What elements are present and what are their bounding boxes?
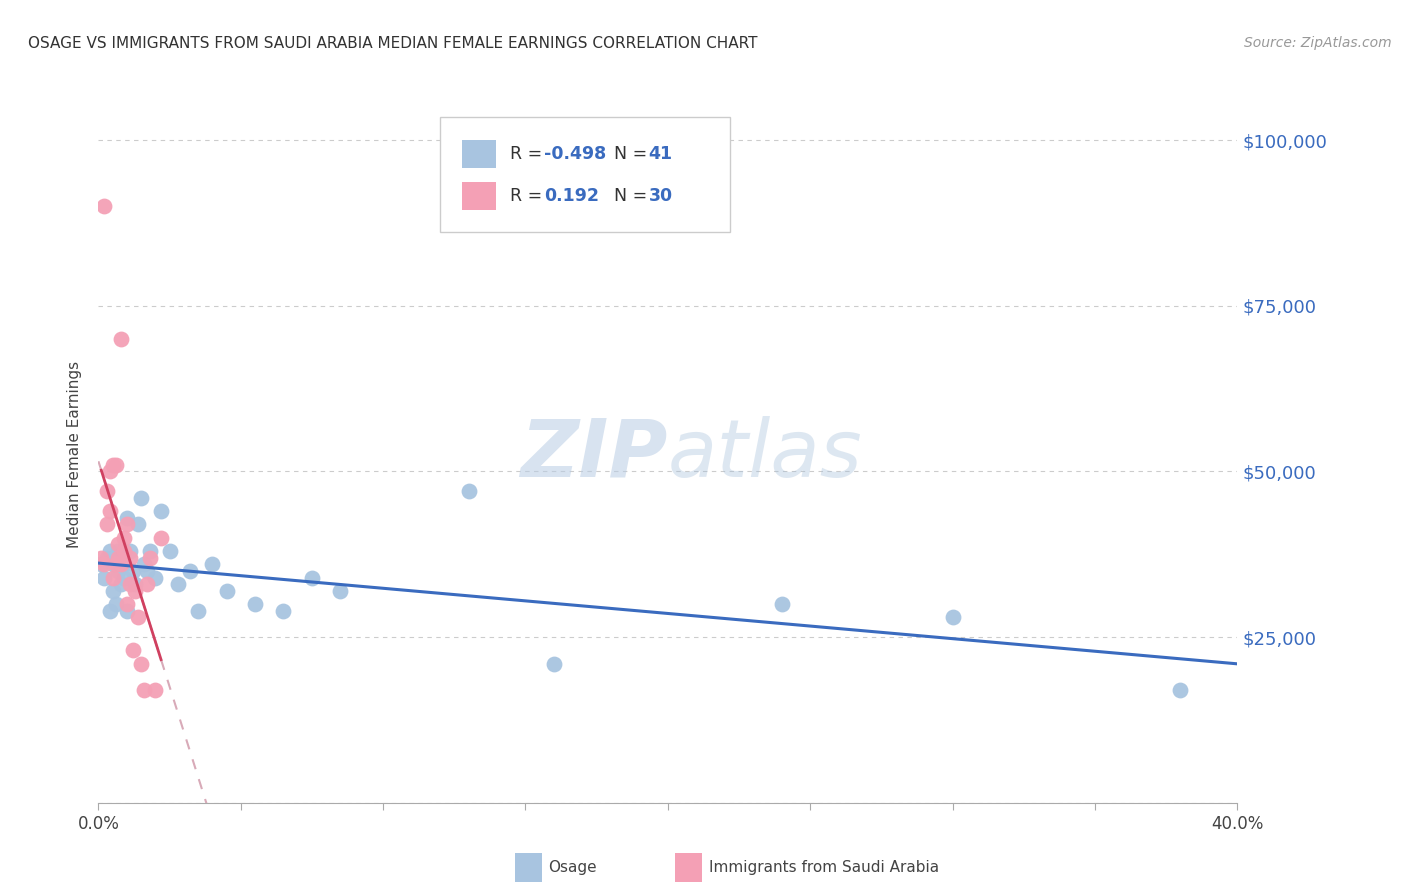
Point <box>179 564 201 578</box>
Point <box>93 558 115 572</box>
Point <box>150 504 173 518</box>
Point <box>150 531 173 545</box>
Point <box>93 199 115 213</box>
Point <box>115 597 138 611</box>
Point <box>112 558 135 572</box>
FancyBboxPatch shape <box>440 118 731 232</box>
Point <box>159 544 181 558</box>
Bar <box>461 182 496 210</box>
Point <box>543 657 565 671</box>
Point <box>124 577 146 591</box>
Point <box>104 597 127 611</box>
Point <box>215 583 238 598</box>
Point <box>107 544 129 558</box>
Point <box>329 583 352 598</box>
Point <box>201 558 224 572</box>
Point <box>101 458 124 472</box>
Text: 41: 41 <box>648 145 672 163</box>
Bar <box>515 854 543 881</box>
Point <box>90 558 112 572</box>
Point <box>90 550 112 565</box>
Point <box>93 570 115 584</box>
Point <box>101 583 124 598</box>
Point <box>243 597 266 611</box>
Point <box>118 577 141 591</box>
Point <box>118 550 141 565</box>
Point <box>121 643 143 657</box>
Text: R =: R = <box>509 145 547 163</box>
Point <box>110 550 132 565</box>
Point <box>145 683 167 698</box>
Point <box>145 570 167 584</box>
Text: atlas: atlas <box>668 416 863 494</box>
Text: Osage: Osage <box>548 860 598 875</box>
Point <box>98 544 121 558</box>
Point <box>112 570 135 584</box>
Point <box>118 544 141 558</box>
Text: Source: ZipAtlas.com: Source: ZipAtlas.com <box>1244 36 1392 50</box>
Text: N =: N = <box>614 145 652 163</box>
Point <box>457 484 479 499</box>
Point <box>127 610 149 624</box>
Point <box>115 604 138 618</box>
Point <box>98 465 121 479</box>
Point <box>107 550 129 565</box>
Bar <box>461 140 496 169</box>
Bar <box>675 854 703 881</box>
Point <box>101 558 124 572</box>
Point <box>96 484 118 499</box>
Point <box>110 558 132 572</box>
Text: Immigrants from Saudi Arabia: Immigrants from Saudi Arabia <box>709 860 939 875</box>
Point <box>273 604 295 618</box>
Point <box>135 564 157 578</box>
Text: 0.192: 0.192 <box>544 187 599 205</box>
Text: -0.498: -0.498 <box>544 145 606 163</box>
Text: ZIP: ZIP <box>520 416 668 494</box>
Point <box>107 564 129 578</box>
Point <box>115 517 138 532</box>
Point <box>112 544 135 558</box>
Text: R =: R = <box>509 187 547 205</box>
Point <box>104 458 127 472</box>
Point <box>96 517 118 532</box>
Point <box>104 558 127 572</box>
Point <box>127 517 149 532</box>
Point <box>138 550 160 565</box>
Point <box>110 332 132 346</box>
Point <box>187 604 209 618</box>
Point <box>132 558 155 572</box>
Point <box>129 657 152 671</box>
Text: 30: 30 <box>648 187 672 205</box>
Text: N =: N = <box>614 187 652 205</box>
Point <box>101 570 124 584</box>
Text: OSAGE VS IMMIGRANTS FROM SAUDI ARABIA MEDIAN FEMALE EARNINGS CORRELATION CHART: OSAGE VS IMMIGRANTS FROM SAUDI ARABIA ME… <box>28 36 758 51</box>
Point <box>112 531 135 545</box>
Point <box>98 504 121 518</box>
Point <box>942 610 965 624</box>
Point <box>132 683 155 698</box>
Point <box>770 597 793 611</box>
Point <box>121 564 143 578</box>
Y-axis label: Median Female Earnings: Median Female Earnings <box>67 361 83 549</box>
Point <box>1170 683 1192 698</box>
Point <box>96 550 118 565</box>
Point <box>115 511 138 525</box>
Point <box>98 604 121 618</box>
Point <box>135 577 157 591</box>
Point <box>167 577 190 591</box>
Point <box>110 577 132 591</box>
Point <box>129 491 152 505</box>
Point <box>138 544 160 558</box>
Point <box>301 570 323 584</box>
Point <box>107 537 129 551</box>
Point <box>124 583 146 598</box>
